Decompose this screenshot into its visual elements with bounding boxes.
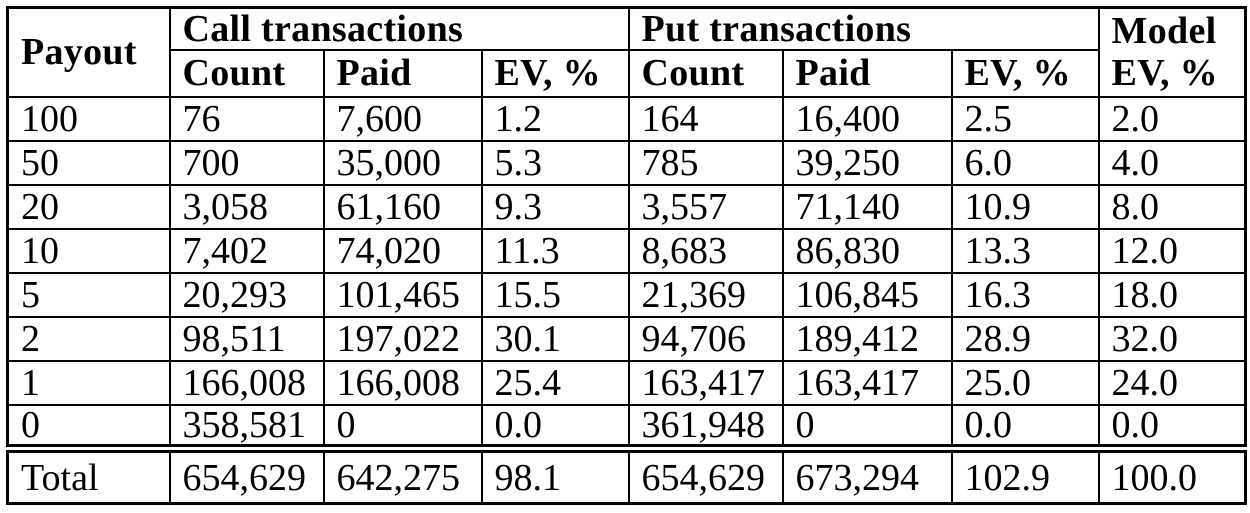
table-row-payout-1: 1 166,008 166,008 25.4 163,417 163,417 2… [6,359,1247,406]
header-model-line1: Model [1111,9,1217,52]
put-count-cell: 785 [627,139,784,186]
put-paid-cell: 16,400 [781,95,953,142]
put-count-cell: 164 [627,95,784,142]
call-count-cell: 98,511 [168,315,325,362]
header-model-ev: Model EV, % [1097,6,1247,98]
model-ev-cell: 18.0 [1097,271,1247,318]
call-ev-cell: 5.3 [480,139,630,186]
put-paid-cell: 189,412 [781,315,953,362]
header-payout: Payout [6,6,171,98]
total-call-paid-cell: 642,275 [322,444,483,505]
header-call-count: Count [168,48,325,98]
total-model-ev-cell: 100.0 [1097,444,1247,505]
header-put-count: Count [627,48,784,98]
call-paid-cell: 35,000 [322,139,483,186]
call-count-cell: 358,581 [168,403,325,450]
call-paid-cell: 74,020 [322,227,483,274]
put-paid-cell: 163,417 [781,359,953,406]
call-count-cell: 166,008 [168,359,325,406]
table-header: Payout Call transactions Put transaction… [6,6,1247,98]
total-put-paid-cell: 673,294 [781,444,953,505]
payout-cell: 50 [6,139,171,186]
table-row-payout-5: 5 20,293 101,465 15.5 21,369 106,845 16.… [6,271,1247,318]
put-ev-cell: 2.5 [950,95,1100,142]
payout-cell: 2 [6,315,171,362]
model-ev-cell: 12.0 [1097,227,1247,274]
put-count-cell: 94,706 [627,315,784,362]
payout-cell: 0 [6,403,171,450]
put-ev-cell: 16.3 [950,271,1100,318]
call-paid-cell: 197,022 [322,315,483,362]
table-row-payout-20: 20 3,058 61,160 9.3 3,557 71,140 10.9 8.… [6,183,1247,230]
put-ev-cell: 13.3 [950,227,1100,274]
header-put-transactions: Put transactions [627,6,1100,51]
call-paid-cell: 61,160 [322,183,483,230]
total-put-count-cell: 654,629 [627,444,784,505]
header-call-ev: EV, % [480,48,630,98]
call-count-cell: 20,293 [168,271,325,318]
call-count-cell: 7,402 [168,227,325,274]
header-sub-row: Count Paid EV, % Count Paid EV, % [8,48,1246,98]
call-count-cell: 700 [168,139,325,186]
header-put-ev: EV, % [950,48,1100,98]
header-put-paid: Paid [781,48,953,98]
put-count-cell: 3,557 [627,183,784,230]
call-count-cell: 3,058 [168,183,325,230]
call-ev-cell: 25.4 [480,359,630,406]
put-paid-cell: 106,845 [781,271,953,318]
call-paid-cell: 7,600 [322,95,483,142]
put-count-cell: 21,369 [627,271,784,318]
header-call-transactions: Call transactions [168,6,630,51]
put-ev-cell: 25.0 [950,359,1100,406]
table-row-total: Total 654,629 642,275 98.1 654,629 673,2… [6,444,1247,505]
model-ev-cell: 24.0 [1097,359,1247,406]
put-ev-cell: 10.9 [950,183,1100,230]
put-ev-cell: 6.0 [950,139,1100,186]
call-ev-cell: 15.5 [480,271,630,318]
call-paid-cell: 166,008 [322,359,483,406]
model-ev-cell: 4.0 [1097,139,1247,186]
payout-cell: 1 [6,359,171,406]
put-count-cell: 8,683 [627,227,784,274]
payout-cell: 20 [6,183,171,230]
call-ev-cell: 9.3 [480,183,630,230]
total-label-cell: Total [6,444,171,505]
put-paid-cell: 71,140 [781,183,953,230]
table-row-payout-100: 100 76 7,600 1.2 164 16,400 2.5 2.0 [6,95,1247,142]
model-ev-cell: 32.0 [1097,315,1247,362]
put-ev-cell: 0.0 [950,403,1100,450]
header-call-paid: Paid [322,48,483,98]
put-count-cell: 163,417 [627,359,784,406]
model-ev-cell: 0.0 [1097,403,1247,450]
total-call-count-cell: 654,629 [168,444,325,505]
call-paid-cell: 0 [322,403,483,450]
payout-cell: 5 [6,271,171,318]
total-put-ev-cell: 102.9 [950,444,1100,505]
call-count-cell: 76 [168,95,325,142]
table-body: 100 76 7,600 1.2 164 16,400 2.5 2.0 50 7… [6,95,1247,505]
call-paid-cell: 101,465 [322,271,483,318]
call-ev-cell: 30.1 [480,315,630,362]
table-row-payout-0: 0 358,581 0 0.0 361,948 0 0.0 0.0 [6,403,1247,450]
put-paid-cell: 0 [781,403,953,450]
put-ev-cell: 28.9 [950,315,1100,362]
total-call-ev-cell: 98.1 [480,444,630,505]
payout-cell: 100 [6,95,171,142]
call-ev-cell: 0.0 [480,403,630,450]
model-ev-cell: 2.0 [1097,95,1247,142]
table-row-payout-10: 10 7,402 74,020 11.3 8,683 86,830 13.3 1… [6,227,1247,274]
call-ev-cell: 11.3 [480,227,630,274]
table-row-payout-2: 2 98,511 197,022 30.1 94,706 189,412 28.… [6,315,1247,362]
payout-ev-table: Payout Call transactions Put transaction… [6,6,1248,505]
put-count-cell: 361,948 [627,403,784,450]
model-ev-cell: 8.0 [1097,183,1247,230]
put-paid-cell: 39,250 [781,139,953,186]
header-group-row: Payout Call transactions Put transaction… [6,6,1247,98]
put-paid-cell: 86,830 [781,227,953,274]
header-model-line2: EV, % [1111,52,1218,95]
payout-cell: 10 [6,227,171,274]
call-ev-cell: 1.2 [480,95,630,142]
table-row-payout-50: 50 700 35,000 5.3 785 39,250 6.0 4.0 [6,139,1247,186]
